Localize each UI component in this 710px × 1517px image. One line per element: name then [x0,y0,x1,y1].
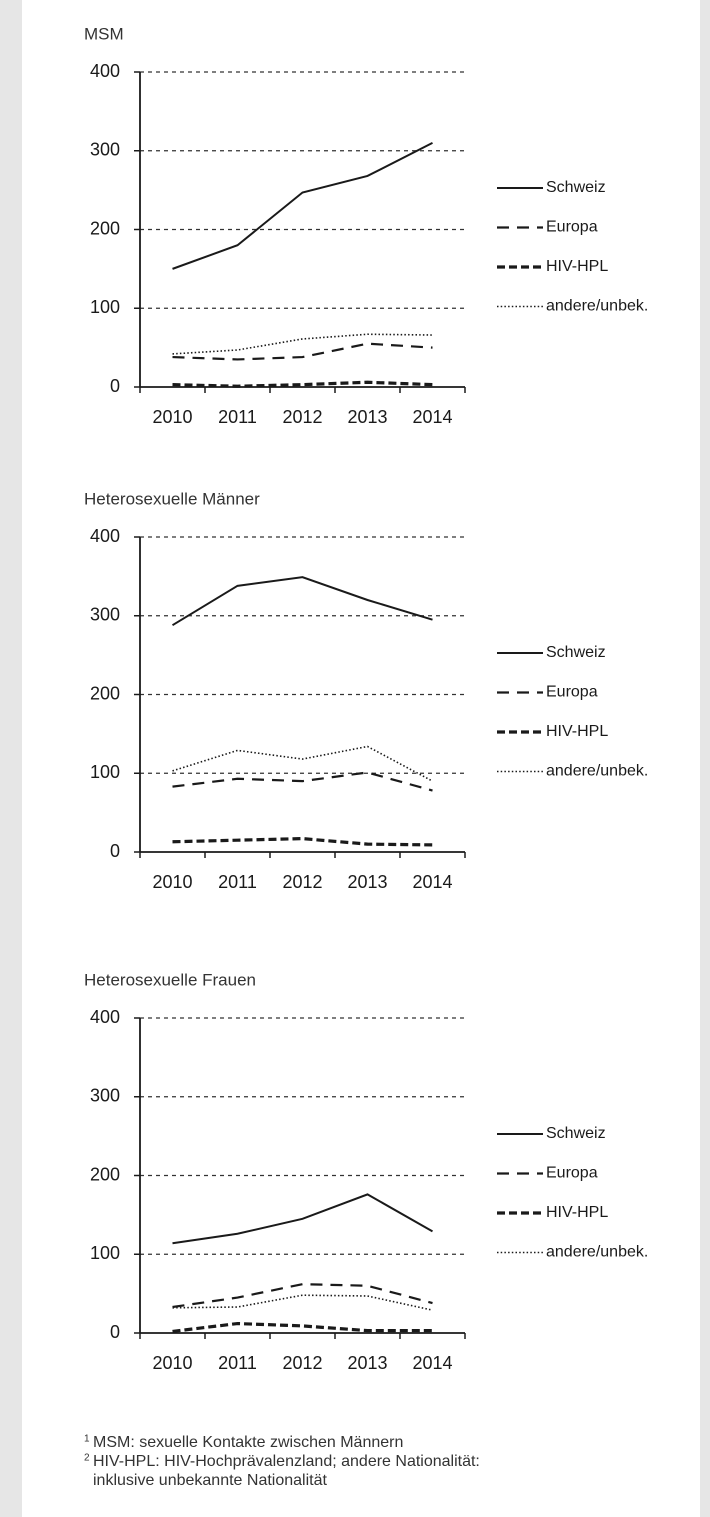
legend-label: Schweiz [546,179,606,196]
panel [22,0,700,1517]
x-tick-label: 2012 [282,407,322,427]
y-tick-label: 0 [110,376,120,396]
x-tick-label: 2011 [218,1353,257,1373]
x-tick-label: 2010 [152,1353,192,1373]
series-line [172,771,433,792]
y-tick-label: 100 [90,762,120,782]
y-tick-label: 300 [90,1086,120,1106]
legend-label: Schweiz [546,1125,606,1142]
x-tick-label: 2010 [152,407,192,427]
y-tick-label: 200 [90,1164,120,1184]
y-tick-label: 100 [90,297,120,317]
legend-label: HIV-HPL [546,1204,608,1221]
note-marker: 2 [84,1453,90,1464]
y-tick-label: 0 [110,841,120,861]
x-tick-label: 2013 [347,1353,387,1373]
chart-title: Heterosexuelle Frauen [84,970,256,989]
series-line [172,745,433,782]
x-tick-label: 2011 [218,407,257,427]
series-line [172,1321,433,1334]
legend-label: Schweiz [546,644,606,661]
note-marker: 1 [84,1434,90,1445]
y-tick-label: 400 [90,1007,120,1027]
y-tick-label: 100 [90,1243,120,1263]
x-tick-label: 2014 [412,1353,452,1373]
series-line [172,1193,433,1245]
series-line [172,380,433,388]
series-line [171,576,433,627]
legend-label: andere/unbek. [546,1244,648,1261]
x-tick-label: 2011 [218,872,257,892]
x-tick-label: 2010 [152,872,192,892]
x-tick-label: 2013 [347,872,387,892]
y-tick-label: 200 [90,218,120,238]
note-text: inklusive unbekannte Nationalität [93,1472,327,1489]
series-line [172,342,433,361]
y-tick-label: 0 [110,1322,120,1342]
y-tick-label: 300 [90,140,120,160]
x-tick-label: 2012 [282,872,322,892]
x-tick-label: 2013 [347,407,387,427]
series-line [172,837,433,847]
y-tick-label: 200 [90,683,120,703]
series-line [172,1283,433,1309]
legend-label: Europa [546,684,598,701]
y-tick-label: 400 [90,61,120,81]
legend-label: Europa [546,1165,598,1182]
y-tick-label: 300 [90,605,120,625]
series-line [172,141,433,270]
x-tick-label: 2014 [412,407,452,427]
legend-label: andere/unbek. [546,763,648,780]
legend-label: Europa [546,219,598,236]
legend-label: HIV-HPL [546,258,608,275]
legend-label: HIV-HPL [546,723,608,740]
chart-title: MSM [84,24,124,43]
x-tick-label: 2012 [282,1353,322,1373]
chart-title: Heterosexuelle Männer [84,489,260,508]
legend-label: andere/unbek. [546,298,648,315]
y-tick-label: 400 [90,526,120,546]
note-text: MSM: sexuelle Kontakte zwischen Männern [93,1434,403,1451]
x-tick-label: 2014 [412,872,452,892]
note-text: HIV-HPL: HIV-Hochprävalenzland; andere N… [93,1453,480,1470]
